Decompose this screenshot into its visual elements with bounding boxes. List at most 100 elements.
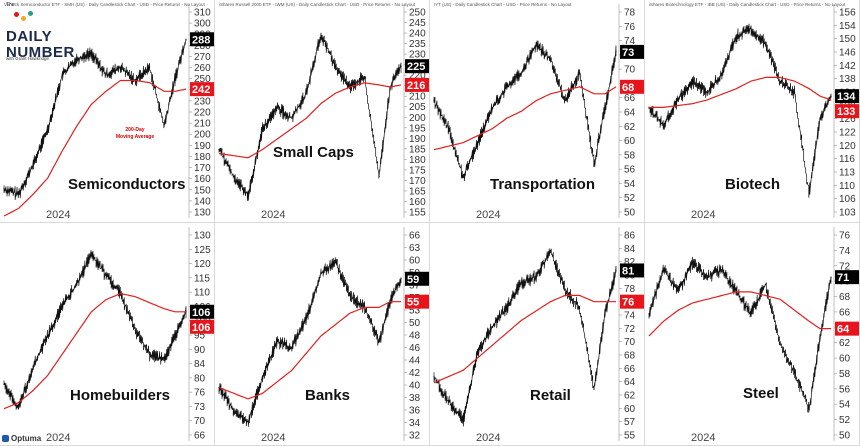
- price-point: [615, 269, 617, 272]
- y-tick-label: 156: [839, 8, 856, 19]
- price-point: [400, 278, 402, 280]
- y-tick-label: 50: [409, 318, 421, 329]
- price-point: [174, 335, 176, 337]
- price-point: [47, 128, 49, 130]
- ma-annotation-line1: 200-Day: [125, 127, 145, 133]
- price-point: [808, 192, 810, 195]
- y-tick-label: 142: [839, 61, 856, 72]
- y-tick-label: 78: [624, 8, 636, 19]
- price-point: [32, 365, 34, 367]
- price-point: [779, 80, 781, 82]
- y-tick-label: 84: [624, 244, 636, 255]
- ma-value-tag-box: [835, 104, 859, 119]
- price-point: [218, 148, 220, 151]
- price-point: [232, 175, 235, 178]
- y-tick-label: 115: [194, 273, 210, 284]
- price-point: [447, 400, 450, 403]
- y-tick-label: 50: [839, 431, 851, 442]
- price-point: [506, 86, 508, 88]
- price-value-tag: 288: [190, 32, 214, 47]
- price-point: [17, 408, 20, 410]
- panel-header: iShares Biotechnology ETF - IBB (US) - D…: [649, 2, 846, 7]
- price-point: [291, 346, 293, 349]
- price-value-tag: 73: [620, 44, 644, 59]
- price-point: [579, 72, 581, 74]
- ma-value-tag-box: [190, 82, 214, 97]
- y-tick-label: 260: [194, 63, 211, 74]
- price-point: [262, 128, 264, 130]
- y-tick-label: 74: [624, 311, 636, 322]
- price-series: [648, 23, 832, 198]
- price-value-tag-text: 134: [837, 91, 856, 103]
- price-point: [735, 35, 737, 37]
- y-tick-label: 58: [839, 369, 851, 380]
- y-tick-label: 86: [624, 231, 636, 242]
- y-tick-label: 70: [624, 65, 636, 76]
- y-tick-label: 125: [194, 245, 211, 256]
- y-tick-label: 80: [194, 373, 206, 384]
- year-label: 2024: [691, 209, 716, 221]
- ma-value-tag-box: [835, 321, 859, 336]
- y-tick-label: 170: [194, 163, 211, 174]
- price-point: [378, 341, 380, 343]
- price-value-tag-box: [190, 304, 214, 319]
- chart-panel: 66636059575553504846444240383634325955Ba…: [215, 223, 430, 446]
- price-point: [349, 295, 351, 297]
- footer-brand: Optuma: [2, 434, 41, 443]
- price-point: [149, 66, 151, 69]
- ma-value-tag-box: [405, 294, 429, 309]
- optuma-icon: [2, 435, 9, 443]
- price-point: [119, 66, 122, 69]
- moving-average-series: [3, 79, 187, 217]
- sector-name: Homebuilders: [70, 387, 171, 404]
- price-point: [721, 269, 723, 271]
- y-tick-label: 126: [839, 114, 856, 125]
- price-point: [706, 276, 708, 278]
- y-tick-label: 113: [839, 168, 855, 179]
- chart-svg: 3103002902802702602502402302202102001901…: [3, 4, 214, 219]
- price-point: [291, 117, 293, 119]
- price-point: [750, 313, 752, 315]
- price-value-tag-text: 288: [192, 34, 210, 46]
- price-point: [648, 313, 650, 315]
- sector-name: Transportation: [490, 176, 596, 193]
- price-series: [3, 250, 187, 410]
- y-tick-label: 54: [624, 179, 636, 190]
- y-tick-label: 270: [194, 52, 211, 63]
- price-point: [3, 383, 5, 386]
- price-point: [462, 176, 464, 179]
- price-series: [3, 38, 187, 201]
- price-value-tag: 106: [190, 304, 214, 319]
- price-point: [677, 99, 679, 101]
- moving-average-series: [218, 301, 401, 400]
- price-point: [662, 125, 665, 127]
- price-point: [549, 251, 552, 253]
- y-tick-label: 250: [194, 74, 211, 85]
- price-point: [400, 65, 402, 67]
- ma-value-tag-text: 76: [622, 297, 634, 309]
- price-point: [447, 128, 450, 130]
- price-value-tag-box: [620, 263, 644, 278]
- y-tick-label: 66: [839, 307, 851, 318]
- price-point: [76, 58, 78, 60]
- y-tick-label: 185: [409, 144, 426, 155]
- price-point: [706, 91, 708, 93]
- sector-name: Steel: [743, 385, 779, 402]
- y-tick-label: 63: [409, 243, 421, 254]
- y-tick-label: 190: [409, 134, 426, 145]
- y-tick-label: 50: [624, 208, 636, 219]
- y-tick-label: 60: [409, 256, 421, 267]
- year-label: 2024: [261, 432, 286, 444]
- y-tick-label: 150: [194, 185, 211, 196]
- price-value-tag-box: [620, 44, 644, 59]
- price-value-tag: 225: [405, 59, 429, 74]
- daily-number-logo: The DAILY NUMBER with Grant Hawkridge: [4, 2, 84, 62]
- y-tick-label: 70: [194, 416, 206, 427]
- y-tick-label: 154: [839, 21, 856, 32]
- price-point: [604, 313, 606, 315]
- ma-value-tag-box: [620, 79, 644, 94]
- y-tick-label: 76: [839, 231, 851, 242]
- price-point: [549, 58, 552, 60]
- y-tick-label: 116: [839, 154, 855, 165]
